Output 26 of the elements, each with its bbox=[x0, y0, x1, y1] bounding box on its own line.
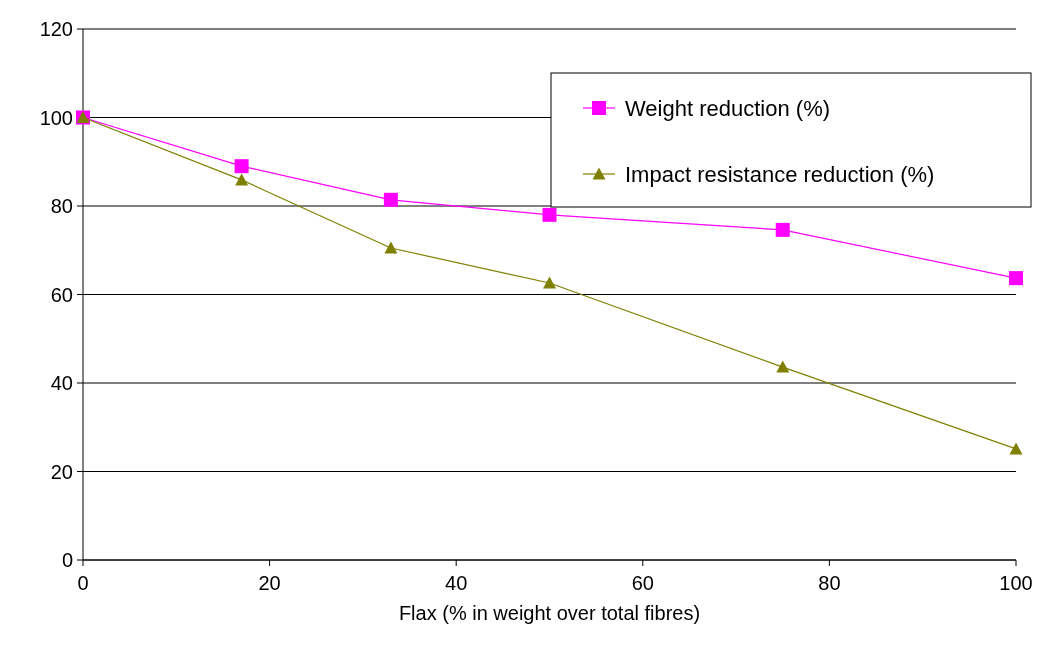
legend-label: Impact resistance reduction (%) bbox=[625, 161, 935, 187]
y-tick-label: 0 bbox=[61, 549, 73, 571]
point bbox=[235, 173, 249, 186]
point bbox=[775, 222, 790, 237]
x-tick-label: 80 bbox=[818, 572, 841, 594]
y-tick-label: 40 bbox=[50, 372, 73, 394]
point bbox=[1009, 271, 1023, 286]
point bbox=[383, 192, 398, 207]
x-tick-label: 60 bbox=[631, 572, 654, 594]
y-tick-label: 60 bbox=[50, 283, 73, 306]
point bbox=[543, 276, 556, 289]
point bbox=[384, 241, 398, 254]
y-tick-label: 100 bbox=[39, 106, 73, 129]
x-tick-label: 20 bbox=[258, 572, 281, 594]
point bbox=[776, 360, 790, 373]
y-tick-label: 80 bbox=[50, 195, 73, 217]
x-tick-label: 40 bbox=[445, 572, 468, 594]
x-tick-label: 100 bbox=[999, 572, 1033, 594]
y-tick-label: 120 bbox=[39, 18, 73, 40]
point bbox=[1009, 442, 1023, 455]
legend-label: Weight reduction (%) bbox=[625, 95, 831, 121]
x-axis-title: Flax (% in weight over total fibres) bbox=[398, 602, 701, 624]
point bbox=[542, 207, 557, 222]
y-tick-label: 20 bbox=[50, 460, 73, 483]
point bbox=[234, 159, 249, 174]
x-tick-label: 0 bbox=[77, 572, 89, 594]
